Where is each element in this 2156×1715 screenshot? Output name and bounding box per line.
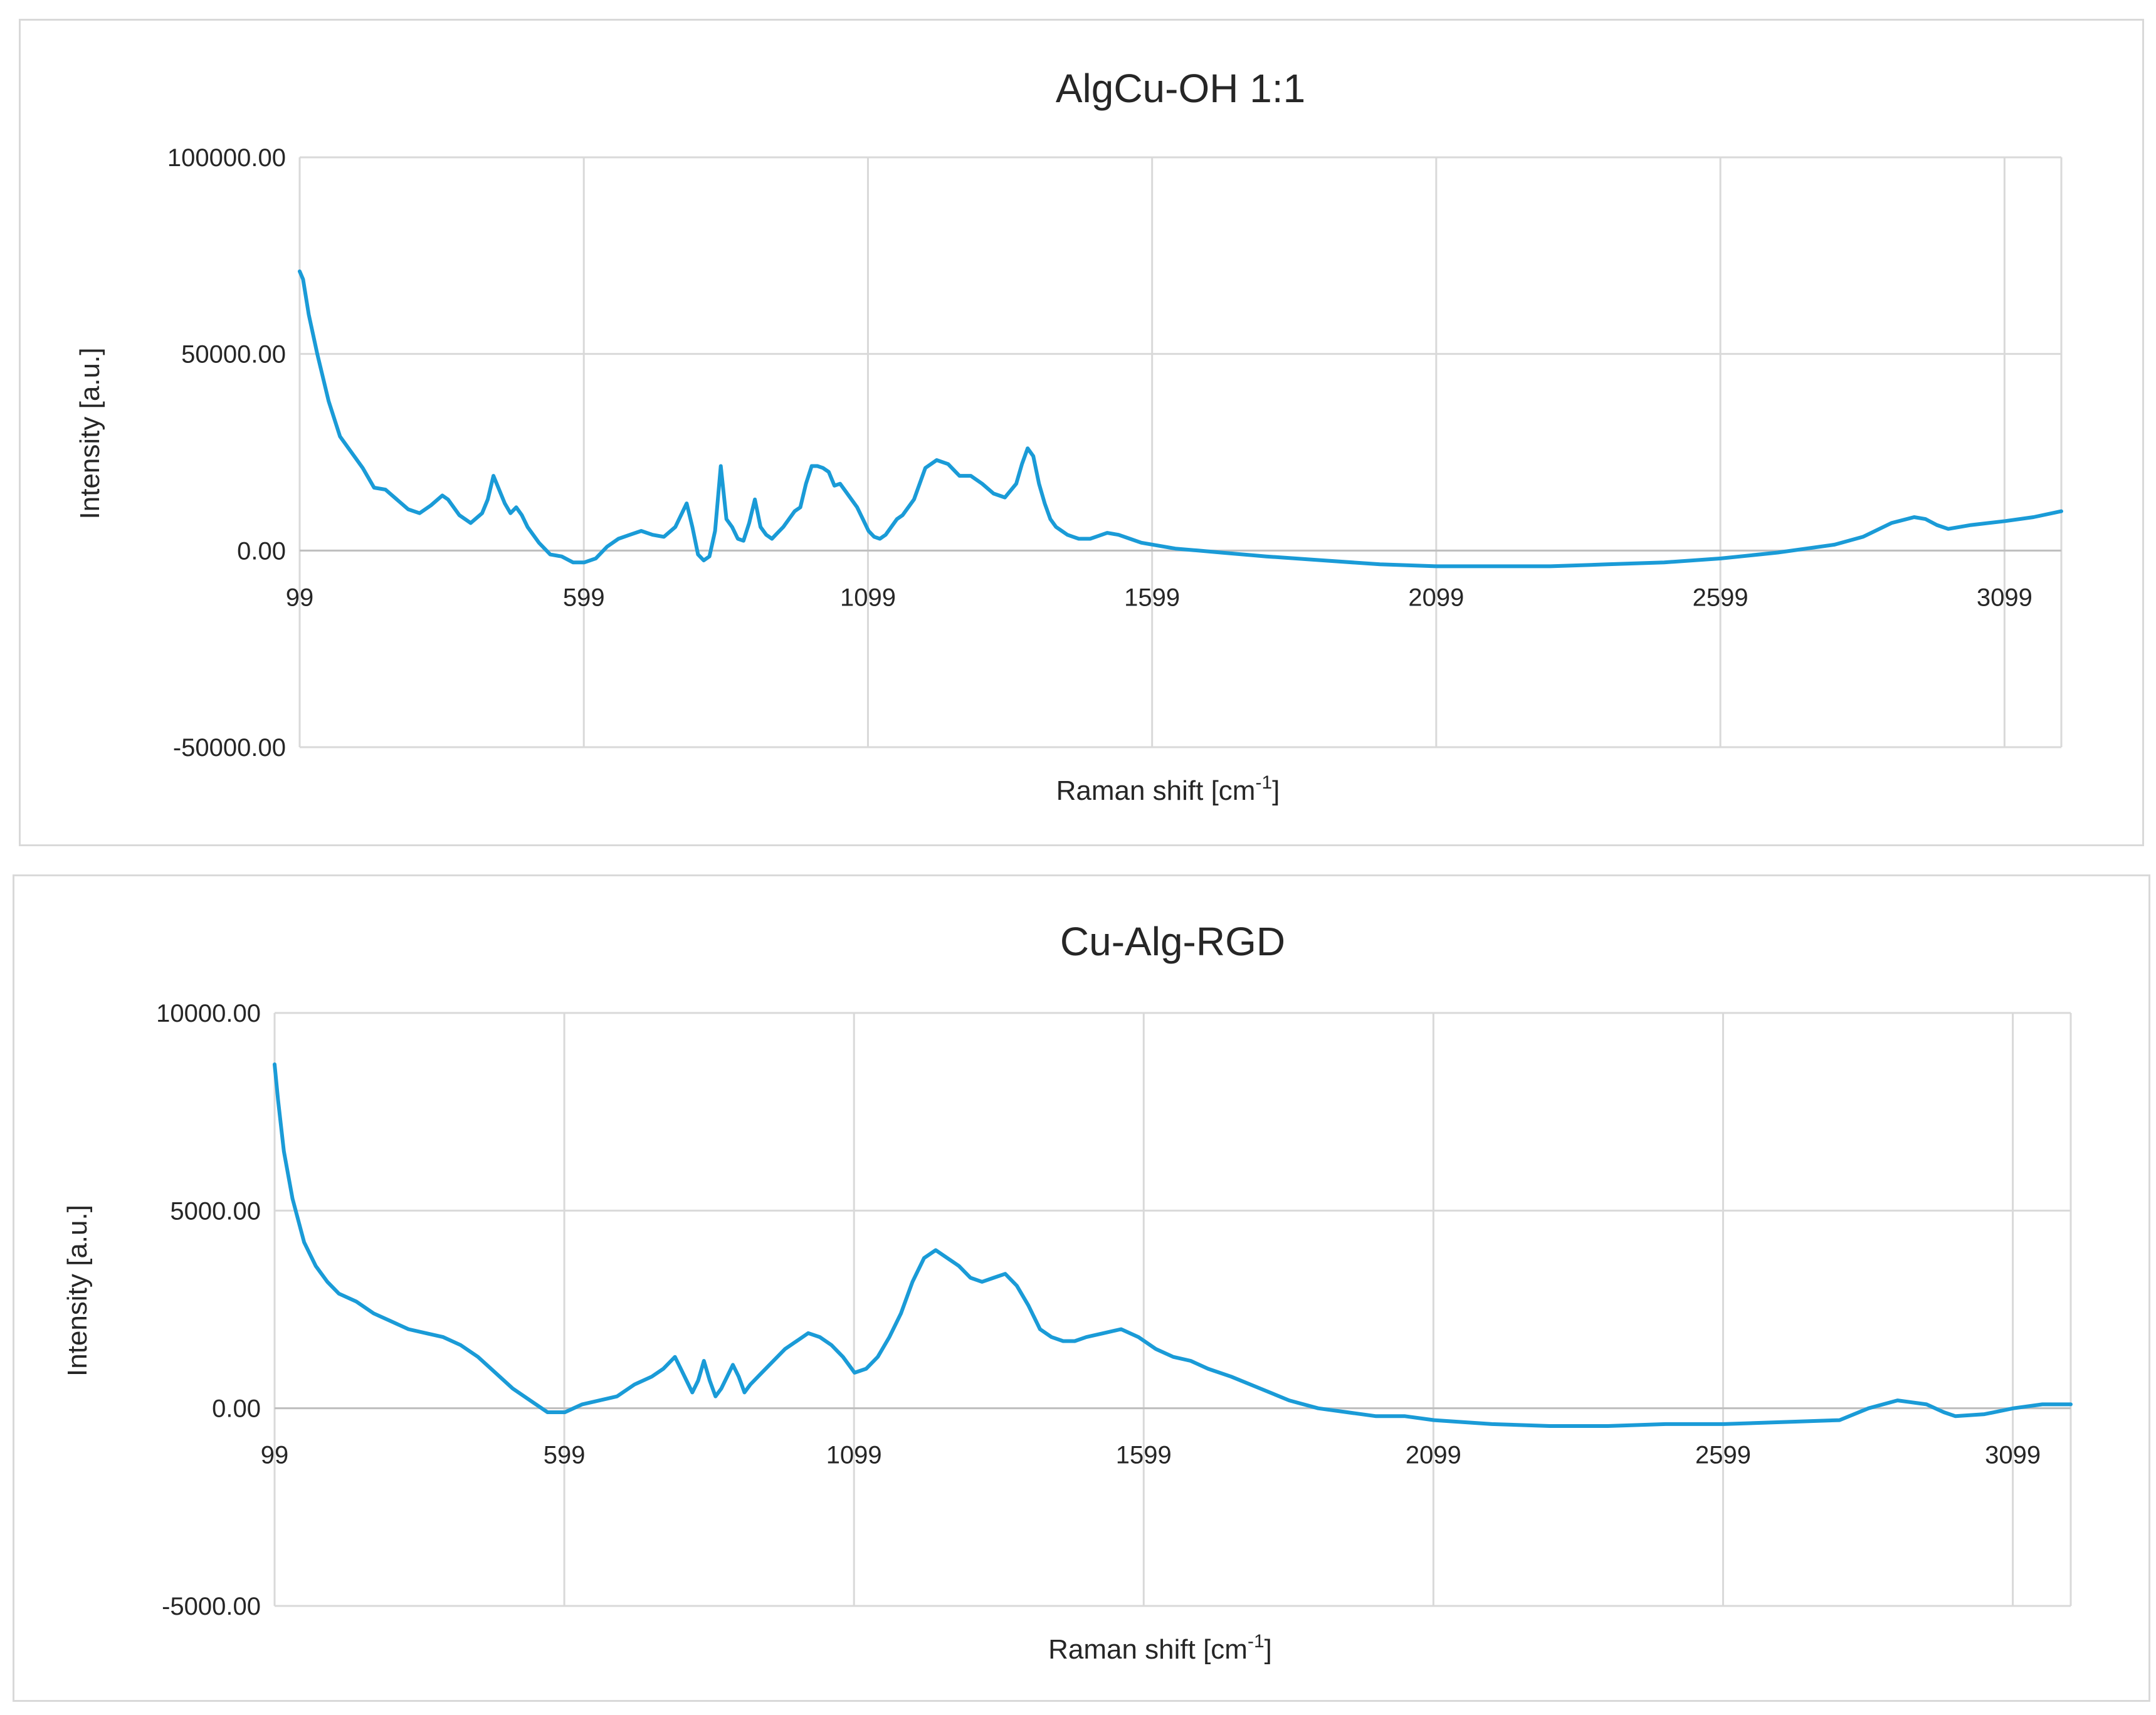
x-tick-label: 2599 <box>1695 1442 1751 1469</box>
y-tick-label: -50000.00 <box>173 734 286 762</box>
chart-svg-algcu-oh: AlgCu-OH 1:1 100000.00 50000.00 0.00 -50000.… <box>75 66 2063 806</box>
x-tick-label: 1599 <box>1124 584 1180 611</box>
x-tick-label: 3099 <box>1985 1442 2041 1469</box>
x-tick-label: 99 <box>286 584 314 611</box>
y-tick-label: 50000.00 <box>181 341 286 369</box>
x-tick-label: 2099 <box>1406 1442 1461 1469</box>
x-tick-label: 2599 <box>1693 584 1748 611</box>
x-tick-label: 1599 <box>1116 1442 1172 1469</box>
y-tick-label: 0.00 <box>237 537 286 565</box>
x-tick-label: 1099 <box>826 1442 882 1469</box>
x-tick-label: 599 <box>544 1442 586 1469</box>
y-tick-label: 0.00 <box>212 1395 261 1423</box>
series-line <box>298 269 2063 569</box>
chart-panel-algcu-oh: AlgCu-OH 1:1 100000.00 50000.00 0.00 -50000.… <box>19 19 2144 846</box>
x-tick-label: 99 <box>261 1442 289 1469</box>
y-axis-label: Intensity [a.u.] <box>75 348 105 520</box>
x-axis-label: Raman shift [cm-1] <box>1048 1631 1272 1665</box>
series-line <box>273 1062 2073 1428</box>
y-tick-label: 5000.00 <box>170 1197 261 1225</box>
chart-panel-cu-alg-rgd: Cu-Alg-RGD 10000.00 5000.00 0.00 -5000.00 99 5… <box>13 874 2150 1702</box>
y-tick-label: 100000.00 <box>167 144 286 172</box>
y-axis-label: Intensity [a.u.] <box>62 1205 93 1377</box>
x-axis-label: Raman shift [cm-1] <box>1056 772 1280 806</box>
y-tick-label: -5000.00 <box>162 1593 261 1620</box>
chart-svg-cu-alg-rgd: Cu-Alg-RGD 10000.00 5000.00 0.00 -5000.00 99 5… <box>62 919 2073 1665</box>
x-tick-label: 599 <box>563 584 605 611</box>
x-tick-label: 1099 <box>840 584 896 611</box>
x-tick-label: 3099 <box>1977 584 2032 611</box>
x-tick-label: 2099 <box>1408 584 1464 611</box>
chart-title: AlgCu-OH 1:1 <box>1056 66 1305 111</box>
y-tick-label: 10000.00 <box>156 1000 261 1027</box>
chart-title: Cu-Alg-RGD <box>1060 919 1285 964</box>
